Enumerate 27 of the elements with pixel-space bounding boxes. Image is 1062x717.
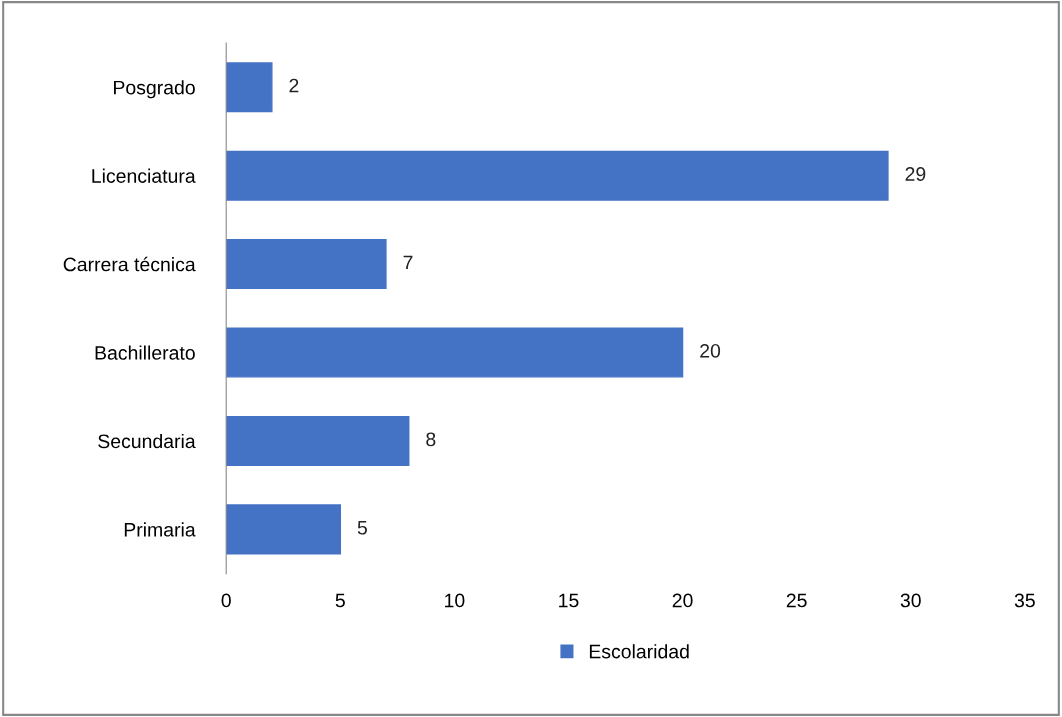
bar bbox=[226, 327, 684, 378]
bar bbox=[226, 504, 341, 555]
x-tick-label: 15 bbox=[559, 593, 579, 608]
y-tick-label: Carrera técnica bbox=[63, 256, 196, 272]
bar bbox=[226, 239, 387, 290]
bar bbox=[226, 62, 273, 113]
y-tick-label: Licenciatura bbox=[92, 168, 196, 183]
data-label: 7 bbox=[403, 255, 413, 270]
x-tick-label: 0 bbox=[221, 593, 231, 608]
data-label: 8 bbox=[426, 432, 436, 447]
data-label: 20 bbox=[700, 343, 721, 358]
bar bbox=[226, 150, 889, 201]
data-label: 29 bbox=[905, 167, 926, 181]
x-tick-label: 10 bbox=[445, 593, 465, 608]
x-tick-label: 25 bbox=[786, 593, 807, 608]
y-tick-label: Bachillerato bbox=[95, 345, 195, 360]
y-tick-label: Posgrado bbox=[114, 80, 195, 99]
x-tick-label: 35 bbox=[1014, 593, 1035, 608]
y-tick-label: Primaria bbox=[124, 522, 196, 537]
x-tick-label: 20 bbox=[672, 593, 693, 608]
x-tick-label: 30 bbox=[900, 593, 921, 608]
data-label: 5 bbox=[357, 521, 367, 535]
legend-label: Escolaridad bbox=[589, 644, 689, 659]
x-tick-label: 5 bbox=[335, 593, 345, 608]
y-tick-label: Secundaria bbox=[98, 433, 196, 449]
bar bbox=[226, 415, 410, 466]
data-label: 2 bbox=[289, 78, 299, 93]
